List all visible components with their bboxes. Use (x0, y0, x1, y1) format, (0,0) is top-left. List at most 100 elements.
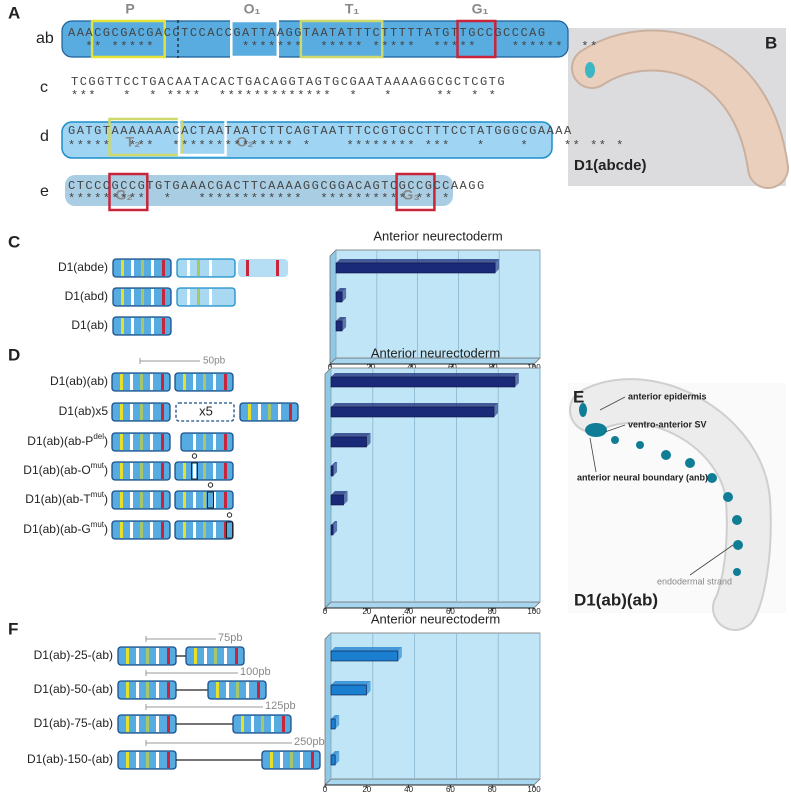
motif-box (90, 19, 166, 59)
label-part: D1(ab)(ab-G (23, 522, 90, 536)
motif-label: P (125, 1, 134, 17)
panel-label: B (765, 33, 777, 52)
distance-label: 75pb (218, 632, 242, 644)
category-label: D1(abd) (65, 289, 108, 303)
label-part: D1(ab)(ab-O (23, 463, 90, 477)
unit-stripe (150, 434, 153, 450)
construct-unit (176, 287, 236, 307)
bar-top (331, 521, 338, 525)
pointer (589, 437, 597, 473)
unit-stripe (235, 648, 238, 664)
x-tick-label: 100 (527, 607, 541, 616)
stain-spot (685, 458, 695, 468)
distance-label: 100pb (240, 666, 271, 678)
unit-stripe (150, 522, 153, 538)
unit-stripe (136, 716, 139, 732)
plot-side (324, 632, 332, 786)
image-caption: D1(abcde) (574, 157, 647, 174)
motif-label: T₂ (126, 134, 141, 150)
unit-stripe (213, 492, 216, 508)
bar-side (333, 521, 338, 535)
construct-unit (174, 372, 234, 392)
unit-stripe (161, 522, 164, 538)
x-tick-label: 40 (404, 785, 413, 794)
panel-label: C (8, 232, 20, 251)
unit-stripe (162, 318, 165, 334)
category-label: D1(ab)-50-(ab) (34, 682, 113, 696)
unit-stripe (248, 404, 251, 420)
bar-top (331, 403, 499, 407)
sequence-label: e (40, 183, 49, 200)
construct-unit (117, 680, 177, 700)
bar-side (366, 681, 371, 695)
construct-unit (261, 750, 321, 770)
sequence-box (61, 121, 553, 159)
motif-box (108, 172, 149, 212)
motif-label: G₂ (115, 187, 132, 203)
unit-stripe (140, 463, 143, 479)
unit-stripe (151, 260, 154, 276)
unit-stripe (130, 492, 133, 508)
conservation: ** ***** ******* ***** ***** ***** *****… (68, 40, 599, 54)
stain-spot (636, 441, 644, 449)
mutation-marker (207, 482, 214, 488)
category-label: D1(abde) (58, 260, 108, 274)
construct-unit (176, 258, 236, 278)
conservation: ********* * ************ ********** ** * (68, 192, 451, 206)
bar-top (336, 288, 347, 292)
unit-stripe (224, 463, 227, 479)
unit-stripe (161, 463, 164, 479)
unit-stripe (130, 522, 133, 538)
unit-stripe (246, 682, 249, 698)
unit-box (176, 287, 236, 307)
unit-stripe (204, 648, 207, 664)
unit-stripe (213, 522, 216, 538)
unit-stripe (146, 752, 149, 768)
bar (335, 262, 496, 274)
unit-stripe (311, 752, 314, 768)
conservation: ***** *** ************** * ******** *** … (68, 139, 625, 153)
sequence: CTCCCGCCGTGTGAAACGACTTCAAAAGGCGGACAGTCGC… (68, 179, 486, 193)
unit-stripe (193, 463, 196, 479)
plot-floor (324, 601, 541, 609)
unit-stripe (136, 682, 139, 698)
bar-top (331, 491, 348, 495)
unit-stripe (161, 434, 164, 450)
construct-unit (175, 402, 235, 422)
unit-stripe (280, 752, 283, 768)
annotation-pointers (589, 396, 734, 576)
bar-top (331, 433, 371, 437)
stain-spot (585, 423, 607, 437)
unit-stripe (156, 716, 159, 732)
sequence-label: d (40, 128, 49, 145)
bar-side (495, 259, 500, 273)
x-tick-label: 0 (323, 785, 328, 794)
unit-stripe (131, 318, 134, 334)
unit-stripe (136, 752, 139, 768)
construct-unit (111, 402, 171, 422)
unit-stripe (150, 492, 153, 508)
construct-unit (112, 258, 172, 278)
bar (330, 754, 336, 766)
bar-side (343, 491, 348, 505)
mutation-box (191, 462, 198, 480)
unit-stripe (226, 682, 229, 698)
bar (330, 406, 495, 418)
bar (330, 684, 367, 696)
unit-stripe (167, 682, 170, 698)
distance-label: 50pb (203, 356, 226, 367)
bar (330, 650, 399, 662)
motif-box (230, 19, 280, 59)
category-label: D1(ab)(ab-Gmut) (23, 520, 108, 536)
unit-stripe (203, 463, 206, 479)
label-part: ) (104, 522, 108, 536)
bar-top (331, 715, 340, 719)
stain-spot (707, 473, 717, 483)
bar (335, 291, 343, 303)
bar-side (494, 403, 499, 417)
panel-label: D (8, 345, 20, 364)
unit-stripe (146, 682, 149, 698)
construct-unit (174, 512, 234, 540)
unit-stripe (162, 289, 165, 305)
